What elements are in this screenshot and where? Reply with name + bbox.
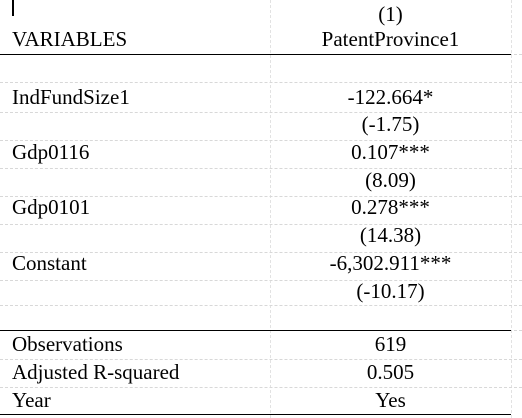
variable-label: IndFundSize1: [12, 85, 130, 109]
coefficient-value: -122.664*: [347, 85, 434, 109]
grid-line: [0, 196, 522, 197]
variables-label: VARIABLES: [12, 27, 128, 51]
text-cursor: [12, 0, 14, 16]
table-row: (8.09): [0, 167, 511, 194]
grid-line: [0, 252, 522, 253]
grid-line: [0, 140, 522, 141]
stat-value: 0.505: [366, 360, 415, 384]
table-row: IndFundSize1 -122.664*: [0, 84, 511, 111]
t-statistic-value: (8.09): [365, 168, 416, 192]
grid-line: [0, 280, 522, 281]
grid-line: [0, 112, 522, 113]
stat-label: Observations: [12, 332, 123, 356]
bottom-rule: [0, 414, 511, 415]
stats-rule: [0, 330, 511, 331]
header-model-row: (1): [0, 1, 511, 28]
stat-label: Adjusted R-squared: [12, 360, 180, 384]
column-divider: [511, 0, 512, 418]
grid-line: [0, 359, 522, 360]
coefficient-value: 0.278***: [351, 195, 430, 219]
table-row: Gdp0101 0.278***: [0, 194, 511, 221]
table-row: (-1.75): [0, 111, 511, 138]
table-row: Adjusted R-squared 0.505: [0, 359, 511, 386]
column-divider: [270, 0, 271, 418]
header-rule: [0, 54, 511, 55]
stat-value: 619: [374, 332, 407, 356]
stat-label: Year: [12, 388, 51, 412]
header-row: VARIABLES PatentProvince1: [0, 26, 511, 53]
table-row: Gdp0116 0.107***: [0, 139, 511, 166]
table-row: (-10.17): [0, 278, 511, 305]
dependent-variable: PatentProvince1: [321, 27, 460, 51]
stat-value: Yes: [375, 388, 406, 412]
t-statistic-value: (14.38): [359, 223, 422, 247]
grid-line: [0, 168, 522, 169]
grid-line: [0, 224, 522, 225]
table-row: (14.38): [0, 222, 511, 249]
model-number: (1): [378, 2, 403, 26]
coefficient-value: 0.107***: [351, 140, 430, 164]
variable-label: Gdp0116: [12, 140, 90, 164]
t-statistic-value: (-10.17): [356, 279, 425, 303]
variable-label: Constant: [12, 251, 87, 275]
coefficient-value: -6,302.911***: [329, 251, 452, 275]
table-row: Constant -6,302.911***: [0, 250, 511, 277]
grid-line: [0, 305, 522, 306]
table-row: Observations 619: [0, 331, 511, 358]
grid-line: [0, 82, 522, 83]
variable-label: Gdp0101: [12, 195, 91, 219]
table-row: Year Yes: [0, 387, 511, 414]
grid-line: [0, 387, 522, 388]
t-statistic-value: (-1.75): [361, 112, 420, 136]
